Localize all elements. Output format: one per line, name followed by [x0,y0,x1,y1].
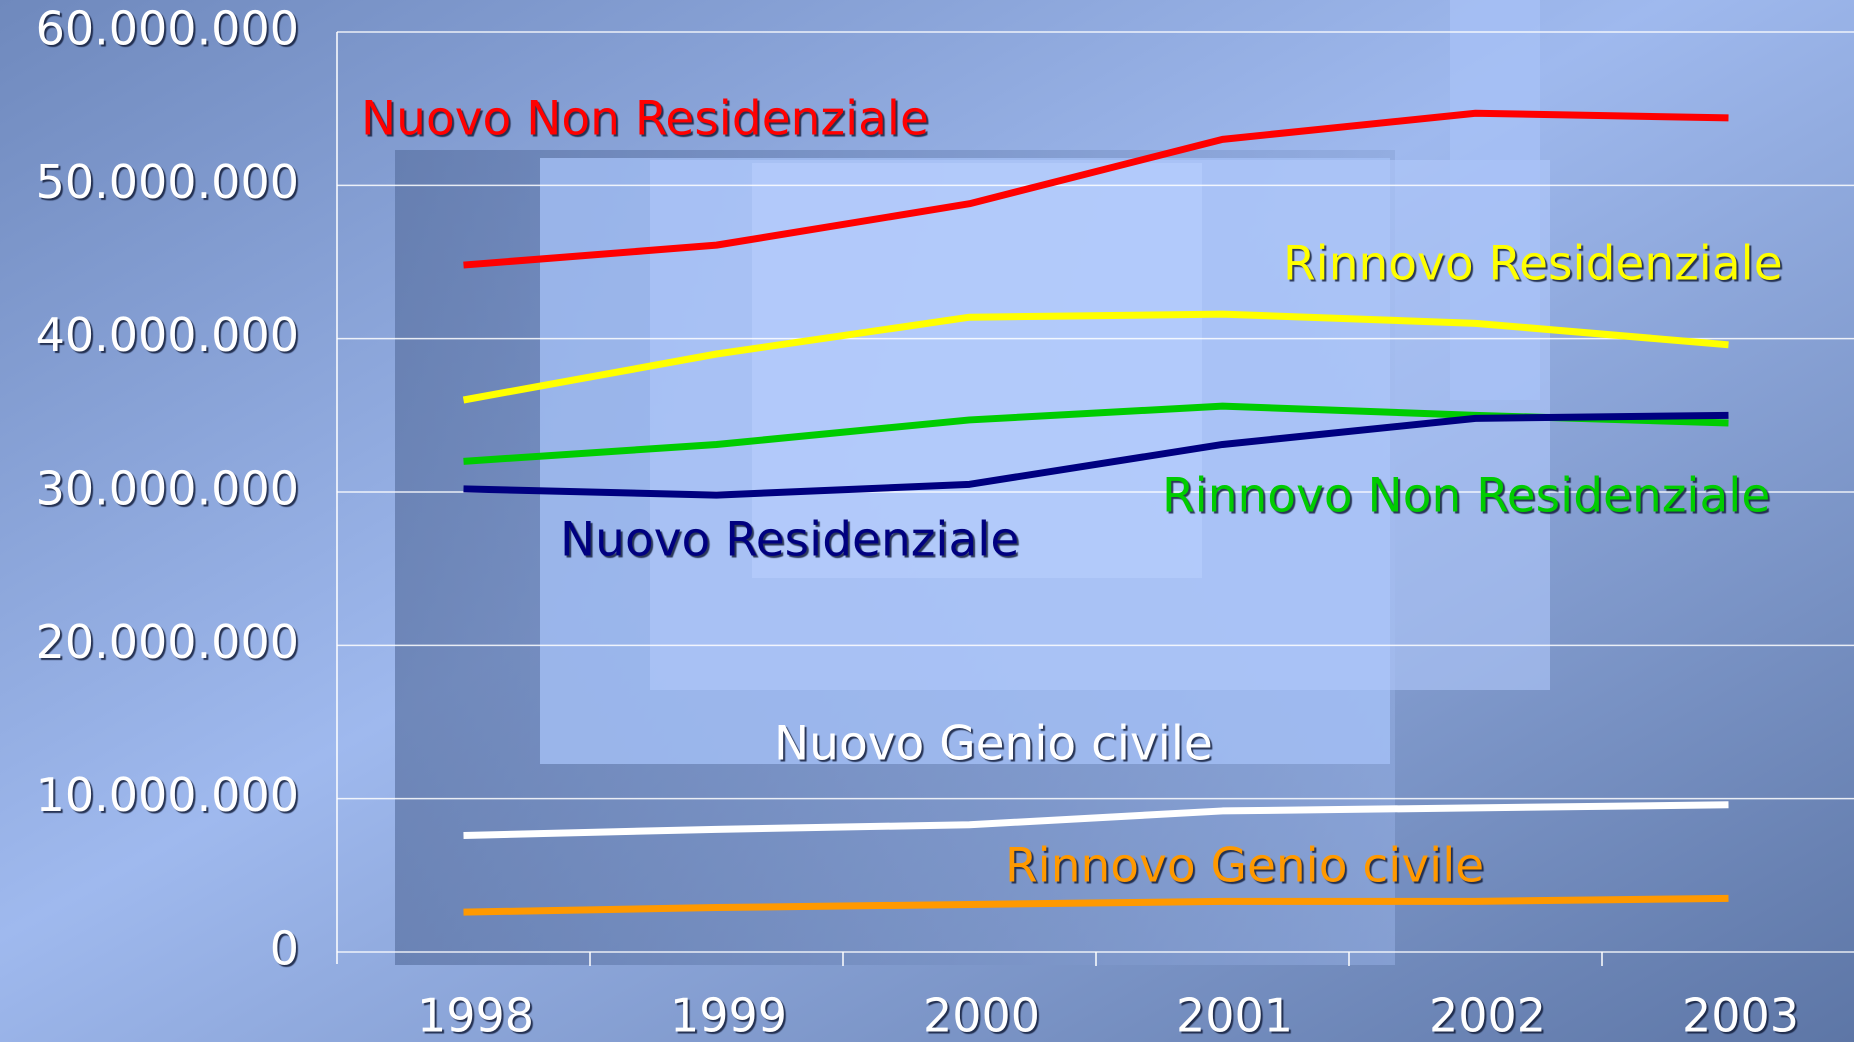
y-tick-label: 40.000.000 [36,308,299,362]
x-tick-label: 2001 [1176,989,1293,1042]
series-line [462,310,1729,404]
series-line [463,109,1729,269]
decor [1450,0,1540,400]
x-tick-label: 2002 [1429,989,1546,1042]
y-tick-label: 60.000.000 [36,2,299,56]
series-label: Rinnovo Genio civile [1005,839,1484,894]
series-line [463,801,1729,839]
y-tick-label: 50.000.000 [36,155,299,209]
series-line [463,411,1729,499]
series-label: Nuovo Residenziale [560,513,1019,568]
series-label: Rinnovo Residenziale [1283,237,1783,292]
x-tick-label: 1999 [670,989,787,1042]
y-tick-label: 30.000.000 [36,462,299,516]
y-tick-label: 20.000.000 [36,615,299,669]
y-tick-label: 10.000.000 [36,768,299,822]
y-tick-label: 0 [270,922,299,976]
series-label: Rinnovo Non Residenziale [1162,469,1770,524]
x-tick-label: 2000 [923,989,1040,1042]
x-tick-label: 1998 [417,989,534,1042]
x-tick-label: 2003 [1682,989,1799,1042]
series-line [463,894,1729,916]
series-label: Nuovo Non Residenziale [361,92,929,147]
plot: 0 10.000.000 20.000.000 30.000.000 40.000.00… [36,2,1854,1042]
decor [752,163,1202,578]
series-label: Nuovo Genio civile [774,717,1213,772]
